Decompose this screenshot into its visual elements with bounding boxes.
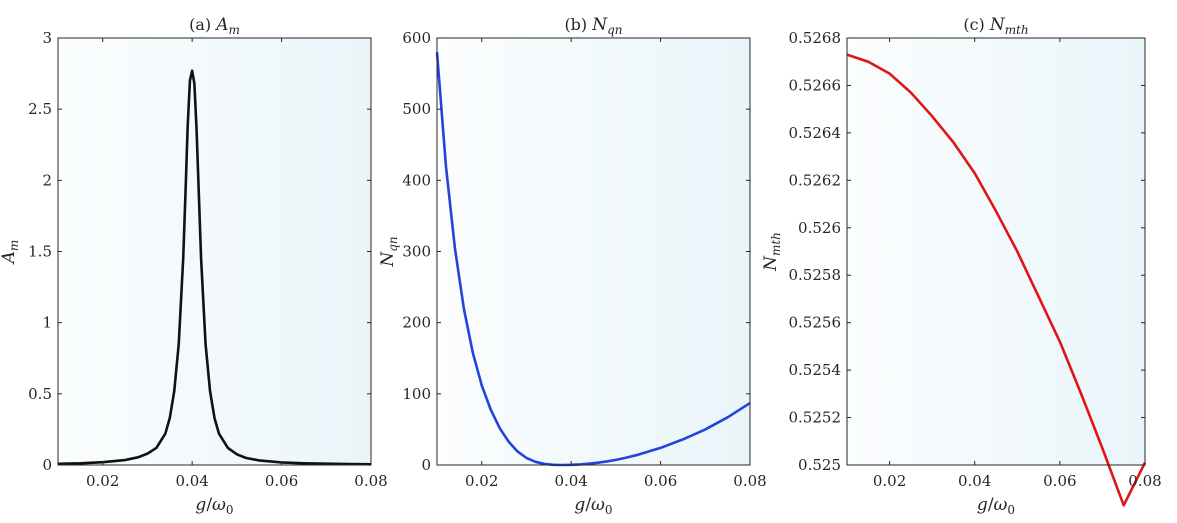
panel-b: 0.02 0.04 0.06 0.08 0 100 200 300 400 500 600 (b) N… — [378, 15, 767, 517]
chart-title: (a) Am — [189, 15, 240, 37]
x-tick-label: 0.06 — [1043, 472, 1076, 490]
x-tick-label: 0.08 — [354, 472, 387, 490]
plot-background — [58, 38, 371, 465]
x-tick-label: 0.04 — [554, 472, 587, 490]
y-tick-label: 0.5252 — [789, 409, 842, 427]
panel-a: 0.02 0.04 0.06 0.08 0 0.5 1 1.5 2 2.5 3 (a) Am g/ω0 A… — [0, 15, 388, 517]
y-tick-label: 100 — [402, 385, 431, 403]
x-tick-label: 0.02 — [465, 472, 498, 490]
y-tick-label: 0.5258 — [789, 266, 842, 284]
x-tick-label: 0.06 — [265, 472, 298, 490]
y-axis-label: Am — [0, 240, 21, 266]
y-axis-label: Nmth — [761, 232, 783, 272]
chart-title: (c) Nmth — [963, 15, 1028, 37]
y-tick-label: 0 — [421, 456, 431, 474]
x-axis-label: g/ω0 — [977, 495, 1015, 517]
x-tick-label: 0.02 — [86, 472, 119, 490]
y-tick-label: 2.5 — [28, 100, 52, 118]
y-tick-label: 600 — [402, 29, 431, 47]
y-tick-label: 1.5 — [28, 243, 52, 261]
series-line — [846, 53, 1147, 507]
y-tick-label: 500 — [402, 100, 431, 118]
y-tick-label: 300 — [402, 243, 431, 261]
x-tick-label: 0.08 — [733, 472, 766, 490]
panel-c: 0.02 0.04 0.06 0.08 0.525 0.5252 0.5254 0.5256 0… — [761, 15, 1162, 517]
y-tick-label: 400 — [402, 171, 431, 189]
x-tick-label: 0.06 — [644, 472, 677, 490]
x-axis-label: g/ω0 — [195, 495, 233, 517]
x-tick-label: 0.04 — [175, 472, 208, 490]
y-tick-label: 0.525 — [798, 456, 841, 474]
y-tick-label: 3 — [42, 29, 52, 47]
x-tick-label: 0.04 — [958, 472, 991, 490]
plot-background — [847, 38, 1145, 465]
y-tick-label: 1 — [42, 314, 52, 332]
y-tick-label: 2 — [42, 171, 52, 189]
y-tick-label: 0.5262 — [789, 171, 842, 189]
y-tick-label: 0.5264 — [789, 124, 842, 142]
y-tick-label: 0 — [42, 456, 52, 474]
x-tick-label: 0.02 — [873, 472, 906, 490]
plot-frame — [846, 37, 1146, 466]
y-tick-label: 0.5256 — [789, 314, 842, 332]
y-tick-label: 0.526 — [798, 219, 841, 237]
chart-title: (b) Nqn — [564, 15, 622, 37]
plot-background — [437, 38, 750, 465]
y-tick-label: 0.5268 — [789, 29, 842, 47]
series-line — [57, 69, 372, 466]
y-axis-label: Nqn — [378, 236, 400, 267]
x-tick-label: 0.08 — [1128, 472, 1161, 490]
y-tick-label: 0.5254 — [789, 361, 842, 379]
x-axis-label: g/ω0 — [574, 495, 612, 517]
y-tick-label: 200 — [402, 314, 431, 332]
y-tick-label: 0.5266 — [789, 76, 842, 94]
y-tick-label: 0.5 — [28, 385, 52, 403]
